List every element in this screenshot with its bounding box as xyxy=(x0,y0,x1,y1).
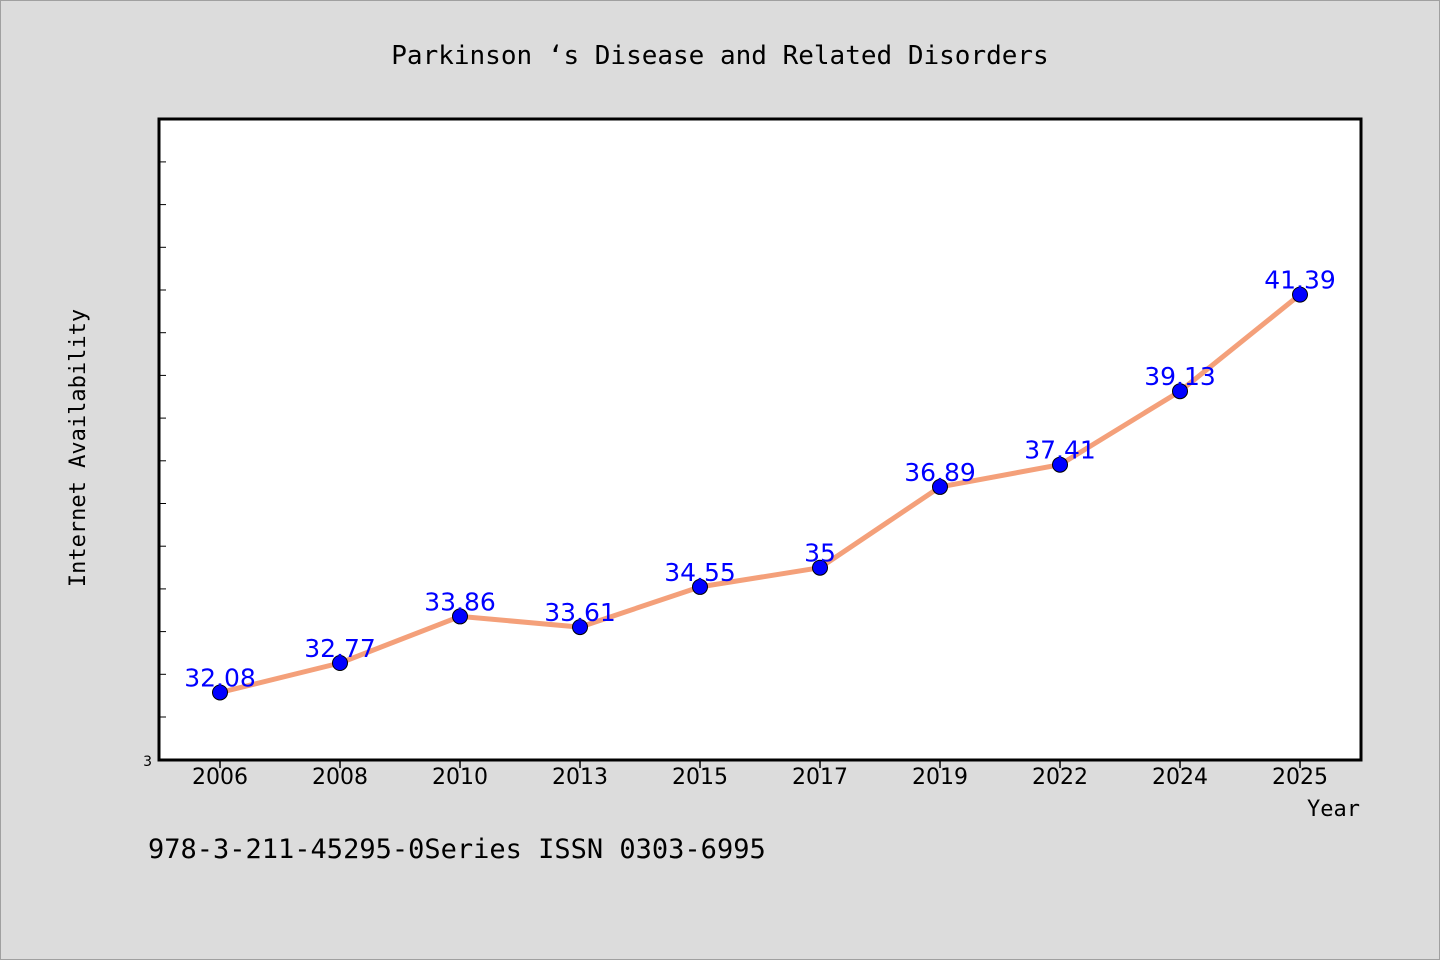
data-label: 33.61 xyxy=(544,598,616,627)
x-tick-label: 2019 xyxy=(912,765,968,790)
data-point xyxy=(1292,286,1308,303)
data-label: 33.86 xyxy=(424,587,496,616)
x-tick-label: 2010 xyxy=(432,765,488,790)
data-label: 34.55 xyxy=(664,558,736,587)
data-point xyxy=(332,654,348,671)
data-label: 35 xyxy=(804,539,836,568)
data-point xyxy=(692,578,708,595)
data-point xyxy=(1172,383,1188,400)
data-label: 32.08 xyxy=(184,663,256,692)
x-tick-label: 2008 xyxy=(312,765,368,790)
x-tick-label: 2015 xyxy=(672,765,728,790)
isbn-footnote: 978-3-211-45295-0Series ISSN 0303-6995 xyxy=(148,834,766,865)
x-tick-label: 2013 xyxy=(552,765,608,790)
y-tick-label: 3 xyxy=(143,754,152,770)
x-tick-label: 2017 xyxy=(792,765,848,790)
data-label: 39.13 xyxy=(1144,362,1216,391)
series-line xyxy=(217,292,1303,695)
data-label: 41.39 xyxy=(1264,266,1336,295)
x-tick-label: 2025 xyxy=(1272,765,1328,790)
data-point xyxy=(932,478,948,495)
chart-title: Parkinson ‘s Disease and Related Disorde… xyxy=(391,41,1048,71)
data-label: 36.89 xyxy=(904,458,976,487)
data-point xyxy=(572,619,588,636)
data-label: 32.77 xyxy=(304,634,376,663)
data-point xyxy=(1052,456,1068,473)
y-axis-label: Internet Availability xyxy=(66,309,91,587)
data-point xyxy=(452,608,468,625)
data-point xyxy=(212,684,228,701)
data-label: 37.41 xyxy=(1024,436,1096,465)
x-tick-label: 2024 xyxy=(1152,765,1208,790)
data-point xyxy=(812,559,828,576)
x-tick-label: 2022 xyxy=(1032,765,1088,790)
x-axis-label: Year xyxy=(1307,797,1360,822)
x-tick-label: 2006 xyxy=(192,765,248,790)
